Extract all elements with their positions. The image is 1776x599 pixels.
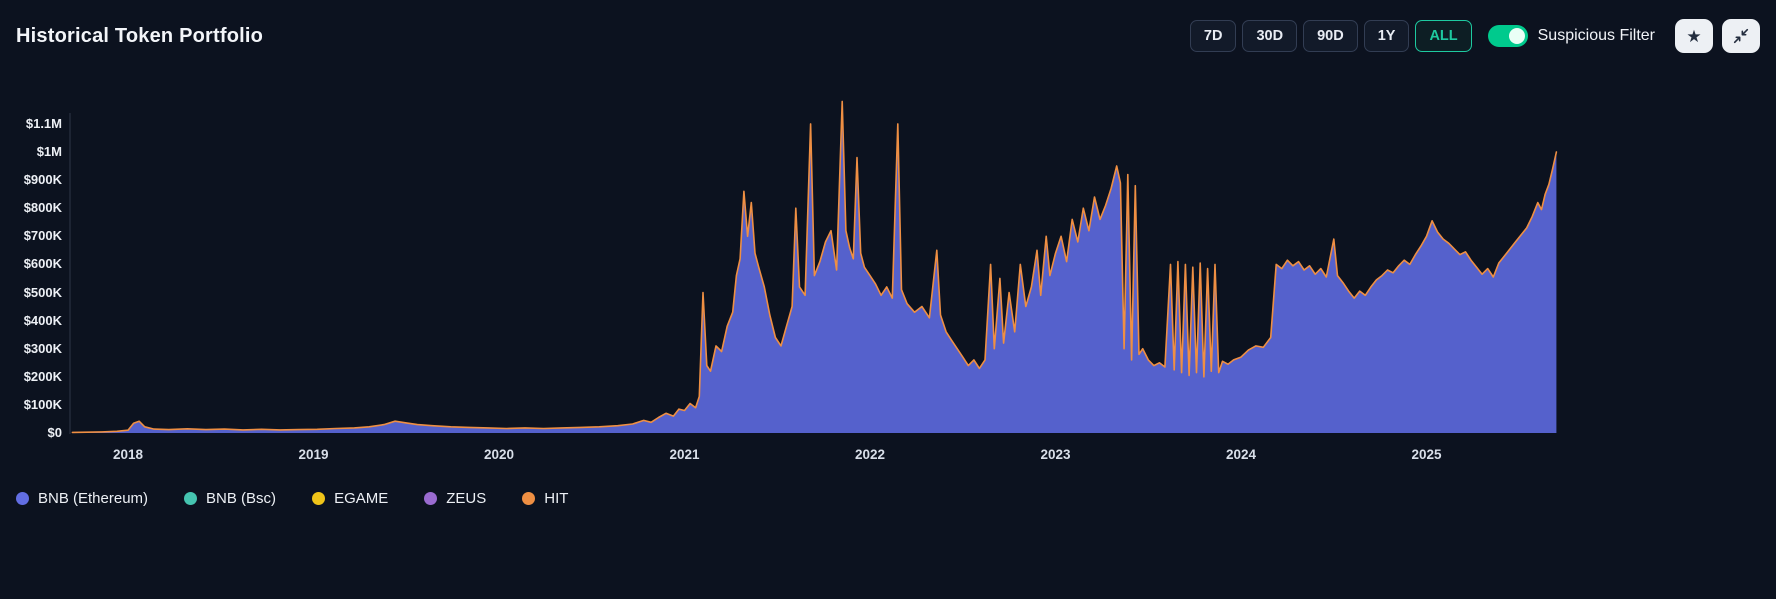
legend-label: BNB (Ethereum)	[38, 490, 149, 507]
x-axis-label: 2020	[483, 447, 515, 462]
legend-item-zeus[interactable]: ZEUS	[424, 490, 486, 507]
chart-legend: BNB (Ethereum) BNB (Bsc) EGAME ZEUS HIT	[16, 490, 568, 507]
legend-dot	[16, 492, 29, 505]
header-controls: 7D 30D 90D 1Y ALL Suspicious Filter ★	[1189, 19, 1760, 53]
favorite-button[interactable]: ★	[1675, 19, 1713, 53]
star-icon: ★	[1686, 26, 1702, 46]
y-axis-label: $500K	[23, 284, 62, 300]
x-axis-label: 2025	[1411, 447, 1442, 462]
y-axis-label: $800K	[23, 200, 62, 216]
y-axis-label: $200K	[23, 368, 62, 384]
x-axis-label: 2019	[298, 447, 329, 462]
toggle-switch-on[interactable]	[1487, 25, 1528, 47]
range-buttons: 7D 30D 90D 1Y ALL	[1189, 20, 1472, 52]
range-button-1y[interactable]: 1Y	[1363, 20, 1410, 52]
range-button-all[interactable]: ALL	[1415, 20, 1472, 52]
y-axis-label: $400K	[23, 312, 62, 328]
y-axis-label: $1.1M	[25, 115, 62, 131]
portfolio-line	[71, 100, 1558, 434]
legend-item-egame[interactable]: EGAME	[312, 490, 388, 507]
legend-dot	[312, 492, 326, 505]
legend-dot	[424, 492, 438, 505]
range-button-30d[interactable]: 30D	[1242, 20, 1298, 52]
legend-dot	[522, 492, 536, 505]
legend-label: EGAME	[334, 490, 389, 507]
x-axis-label: 2023	[1040, 447, 1071, 462]
legend-label: HIT	[544, 490, 569, 507]
y-axis-label: $100K	[23, 396, 62, 412]
portfolio-chart: $0 $100K $200K $300K $400K $500K $600K $700K $80…	[0, 85, 1776, 465]
collapse-button[interactable]	[1722, 19, 1760, 53]
legend-label: ZEUS	[446, 490, 487, 507]
range-button-7d[interactable]: 7D	[1189, 20, 1237, 52]
y-axis-label: $700K	[23, 228, 62, 244]
collapse-icon	[1733, 28, 1749, 44]
legend-item-bnb-ethereum[interactable]: BNB (Ethereum)	[16, 490, 148, 507]
range-button-90d[interactable]: 90D	[1303, 20, 1358, 52]
portfolio-area	[72, 101, 1557, 434]
page-title: Historical Token Portfolio	[16, 24, 264, 47]
y-axis-label: $300K	[23, 340, 62, 356]
chart-canvas[interactable]	[0, 85, 1776, 465]
legend-label: BNB (Bsc)	[206, 490, 277, 507]
y-axis-label: $600K	[23, 256, 62, 272]
y-axis-label: $0	[47, 425, 62, 440]
legend-item-hit[interactable]: HIT	[522, 490, 568, 507]
legend-item-bnb-bsc[interactable]: BNB (Bsc)	[184, 490, 276, 507]
x-axis-label: 2022	[854, 447, 886, 462]
x-axis-label: 2024	[1225, 447, 1257, 462]
legend-dot	[184, 492, 198, 505]
icon-buttons: ★	[1675, 19, 1760, 53]
toggle-knob	[1508, 28, 1525, 44]
x-axis-label: 2018	[112, 447, 144, 462]
x-axis-label: 2021	[669, 447, 700, 462]
suspicious-filter-toggle[interactable]: Suspicious Filter	[1487, 25, 1655, 47]
y-axis-label: $1M	[36, 144, 62, 159]
widget-header: Historical Token Portfolio 7D 30D 90D 1Y ALL…	[0, 0, 1776, 72]
toggle-label: Suspicious Filter	[1537, 27, 1655, 44]
y-axis-label: $900K	[23, 172, 62, 188]
